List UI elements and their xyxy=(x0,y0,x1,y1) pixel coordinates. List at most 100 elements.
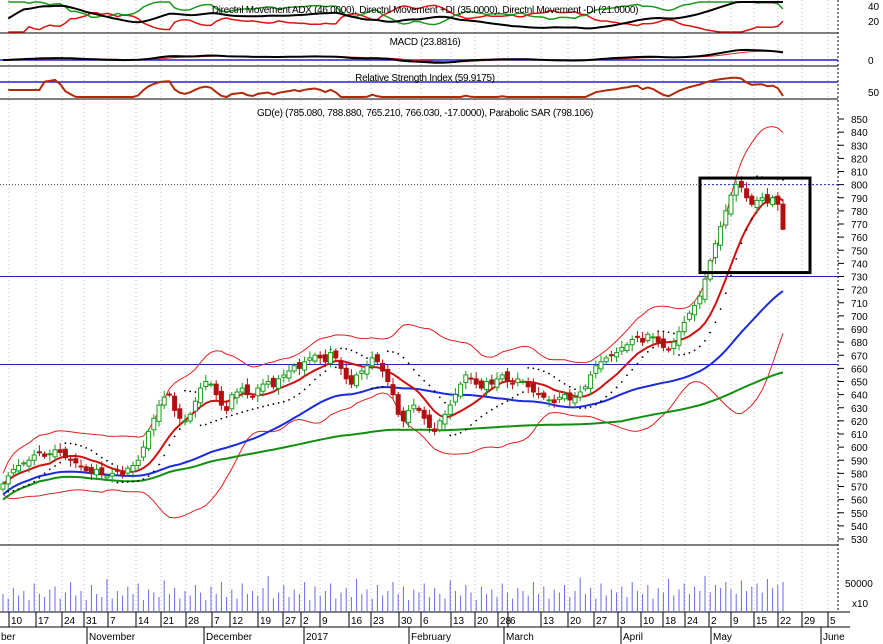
date-tick-label: 2 xyxy=(711,616,717,627)
candle-body xyxy=(406,409,412,423)
parabolic-sar-dot xyxy=(392,351,394,353)
date-tick-label: 10 xyxy=(643,616,655,627)
candle-body xyxy=(78,465,84,468)
candle-body xyxy=(109,472,115,477)
parabolic-sar-dot xyxy=(750,218,753,221)
candle-body xyxy=(21,462,27,465)
date-tick-label: 3 xyxy=(620,616,626,627)
candle-body xyxy=(31,454,37,461)
parabolic-sar-dot xyxy=(256,406,259,409)
candle-body xyxy=(234,391,240,399)
parabolic-sar-dot xyxy=(662,330,665,333)
parabolic-sar-dot xyxy=(516,393,519,396)
candle-body xyxy=(182,420,188,423)
parabolic-sar-dot xyxy=(100,456,103,459)
date-tick-label: 27 xyxy=(285,616,297,627)
parabolic-sar-dot xyxy=(600,400,602,403)
parabolic-sar-dot xyxy=(438,396,441,399)
parabolic-sar-dot xyxy=(28,483,30,486)
date-tick-label: 7 xyxy=(214,616,220,627)
parabolic-sar-dot xyxy=(262,405,264,408)
parabolic-sar-dot xyxy=(350,349,353,352)
parabolic-sar-dot xyxy=(454,433,457,436)
parabolic-sar-dot xyxy=(12,489,15,492)
parabolic-sar-dot xyxy=(126,480,129,483)
price-tick-label: 550 xyxy=(851,509,868,520)
parabolic-sar-dot xyxy=(683,353,686,356)
parabolic-sar-dot xyxy=(147,475,150,477)
candle-body xyxy=(650,336,656,339)
parabolic-sar-dot xyxy=(111,463,114,465)
candle-body xyxy=(390,384,396,396)
candle-body xyxy=(655,336,661,343)
date-tick-label: 20 xyxy=(477,616,489,627)
indicator-tick-label: 20 xyxy=(868,17,880,28)
parabolic-sar-dot xyxy=(704,339,706,342)
candle-body xyxy=(416,407,422,411)
parabolic-sar-dot xyxy=(548,372,550,375)
candle-body xyxy=(302,361,308,371)
candle-body xyxy=(764,194,770,204)
parabolic-sar-dot xyxy=(641,356,644,359)
highlight-box xyxy=(698,176,812,275)
candle-body xyxy=(244,384,250,396)
parabolic-sar-dot xyxy=(423,379,426,382)
parabolic-sar-dot xyxy=(449,434,452,437)
parabolic-sar-dot xyxy=(43,472,46,475)
parabolic-sar-dot xyxy=(527,366,530,369)
date-tick-label: 19 xyxy=(260,616,272,627)
candle-body xyxy=(296,362,302,369)
candle-body xyxy=(588,374,594,389)
rsi-title: Relative Strength Index (59.9175) xyxy=(355,73,495,84)
month-label: February xyxy=(411,632,451,643)
parabolic-sar-dot xyxy=(698,345,701,348)
parabolic-sar-dot xyxy=(485,412,488,414)
candle-body xyxy=(608,354,614,357)
parabolic-sar-dot xyxy=(397,352,400,355)
date-tick-label: 16 xyxy=(351,616,363,627)
parabolic-sar-dot xyxy=(314,378,316,381)
candle-body xyxy=(754,199,760,208)
candle-body xyxy=(140,446,146,458)
date-tick-label: 14 xyxy=(138,616,150,627)
candle-body xyxy=(562,394,568,400)
candle-body xyxy=(291,365,297,372)
parabolic-sar-dot xyxy=(719,308,722,310)
parabolic-sar-dot xyxy=(345,348,348,350)
candle-body xyxy=(463,374,469,384)
candle-body xyxy=(317,354,323,359)
candle-body xyxy=(161,396,167,406)
candle-body xyxy=(728,194,734,215)
month-label: March xyxy=(506,632,534,643)
rsi-panel xyxy=(0,76,838,99)
candle-body xyxy=(312,354,318,362)
indicator-tick-label: 50 xyxy=(868,88,880,99)
volume-multiplier-label: x10 xyxy=(852,599,869,610)
parabolic-sar-dot xyxy=(480,415,483,418)
candle-body xyxy=(260,383,266,392)
candle-body xyxy=(775,195,781,205)
date-tick-label: 17 xyxy=(38,616,50,627)
price-tick-label: 700 xyxy=(851,312,868,323)
parabolic-sar-dot xyxy=(194,391,197,393)
parabolic-sar-dot xyxy=(340,347,342,350)
candle-body xyxy=(156,404,162,422)
candle-body xyxy=(645,333,651,342)
candle-body xyxy=(484,381,490,391)
price-tick-label: 740 xyxy=(851,259,868,270)
month-label: April xyxy=(623,632,643,643)
parabolic-sar-dot xyxy=(470,424,472,426)
candle-body xyxy=(114,469,120,472)
price-tick-label: 570 xyxy=(851,483,868,494)
price-tick-label: 680 xyxy=(851,338,868,349)
candle-body xyxy=(666,348,672,351)
parabolic-sar-dot xyxy=(189,390,192,393)
candle-body xyxy=(369,357,375,367)
parabolic-sar-dot xyxy=(277,402,280,404)
parabolic-sar-dot xyxy=(558,379,561,382)
candle-body xyxy=(10,468,16,474)
candle-body xyxy=(510,382,516,385)
month-label: December xyxy=(206,632,253,643)
parabolic-sar-dot xyxy=(386,350,389,353)
date-tick-label: 7 xyxy=(110,616,116,627)
